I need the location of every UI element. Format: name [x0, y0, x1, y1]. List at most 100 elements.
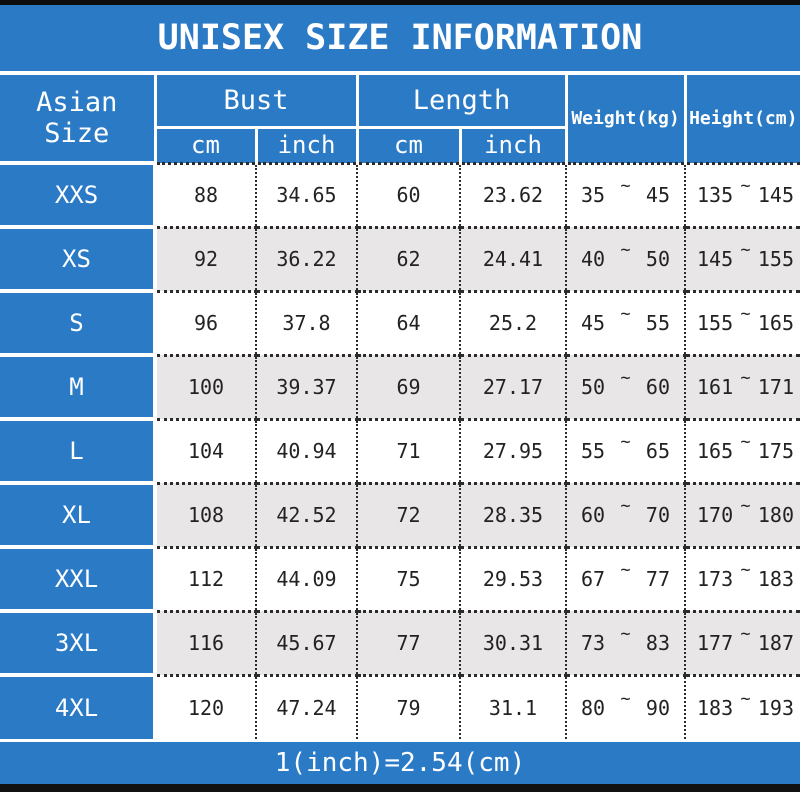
length-inch-cell: 31.1	[458, 673, 568, 739]
weight-range-cell: 35 ~45	[565, 161, 687, 229]
height-range-cell: 135 ~145	[684, 161, 800, 229]
weight-min: 67	[581, 567, 606, 591]
length-cm-cell: 64	[356, 289, 461, 357]
weight-range: 45 ~55	[568, 304, 683, 335]
header-bust: Bust	[155, 75, 359, 129]
table-body: XXS 88 34.65 60 23.62 35 ~45 135 ~145 XS 9…	[0, 161, 800, 739]
length-inch-cell: 23.62	[458, 161, 568, 229]
height-max: 145	[757, 183, 795, 207]
table-row: XS 92 36.22 62 24.41 40 ~50 145 ~155	[0, 225, 800, 293]
height-max: 193	[757, 695, 795, 720]
height-range-cell: 170 ~180	[684, 481, 800, 549]
height-range: 135 ~145	[687, 176, 799, 207]
height-range-cell: 173 ~183	[684, 545, 800, 613]
weight-max: 70	[645, 503, 671, 527]
length-cm-cell: 71	[356, 417, 461, 485]
page-title-text: UNISEX SIZE INFORMATION	[157, 18, 643, 58]
range-tilde: ~	[620, 304, 631, 324]
range-tilde: ~	[740, 240, 751, 260]
length-inch-cell: 27.95	[458, 417, 568, 485]
header-row-sub: cm inch cm inch	[0, 127, 800, 164]
weight-min: 35	[581, 183, 606, 207]
table-row: XXL 112 44.09 75 29.53 67 ~77 173 ~183	[0, 545, 800, 613]
bust-cm-cell: 108	[155, 481, 257, 549]
height-range: 165 ~175	[687, 432, 799, 463]
header-length: Length	[357, 75, 568, 129]
bust-cm-cell: 116	[155, 609, 257, 677]
size-cell: 4XL	[0, 673, 157, 739]
table-row: 4XL 120 47.24 79 31.1 80 ~90 183 ~193	[0, 673, 800, 739]
length-cm-cell: 75	[356, 545, 461, 613]
length-inch-cell: 27.17	[458, 353, 568, 421]
height-range: 183 ~193	[687, 689, 799, 720]
range-tilde: ~	[620, 560, 631, 580]
range-tilde: ~	[740, 624, 751, 644]
weight-range-cell: 55 ~65	[565, 417, 687, 485]
weight-range: 40 ~50	[568, 240, 683, 271]
range-tilde: ~	[740, 688, 751, 709]
height-max: 187	[757, 631, 795, 655]
weight-range: 73 ~83	[568, 624, 683, 655]
range-tilde: ~	[740, 560, 751, 580]
height-range-cell: 145 ~155	[684, 225, 800, 293]
size-cell: M	[0, 353, 157, 421]
length-inch-cell: 29.53	[458, 545, 568, 613]
weight-min: 73	[581, 631, 606, 655]
height-min: 170	[697, 503, 734, 527]
range-tilde: ~	[620, 368, 631, 388]
bust-inch-cell: 36.22	[255, 225, 358, 293]
header-row-top: Asian Size Bust Length Weight(kg) Height…	[0, 75, 800, 164]
height-range-cell: 161 ~171	[684, 353, 800, 421]
height-range: 173 ~183	[687, 560, 799, 591]
page-title: UNISEX SIZE INFORMATION	[0, 5, 800, 75]
header-height: Height(cm)	[685, 75, 800, 164]
weight-min: 80	[581, 695, 606, 720]
header-asian-size: Asian Size	[0, 75, 157, 164]
table-header: Asian Size Bust Length Weight(kg) Height…	[0, 75, 800, 164]
header-bust-inch: inch	[256, 127, 359, 164]
table-row: S 96 37.8 64 25.2 45 ~55 155 ~165	[0, 289, 800, 357]
height-range: 161 ~171	[687, 368, 799, 399]
range-tilde: ~	[740, 368, 751, 388]
table-row: L 104 40.94 71 27.95 55 ~65 165 ~175	[0, 417, 800, 485]
bust-cm-cell: 120	[155, 673, 257, 739]
weight-max: 83	[645, 631, 671, 655]
bust-cm-cell: 104	[155, 417, 257, 485]
range-tilde: ~	[620, 624, 631, 644]
table-row: 3XL 116 45.67 77 30.31 73 ~83 177 ~187	[0, 609, 800, 677]
weight-max: 90	[645, 695, 671, 720]
height-max: 175	[757, 439, 795, 463]
header-length-inch: inch	[460, 127, 568, 164]
weight-range-cell: 60 ~70	[565, 481, 687, 549]
size-cell: XL	[0, 481, 157, 549]
weight-range: 67 ~77	[568, 560, 683, 591]
weight-range: 55 ~65	[568, 432, 683, 463]
size-cell: S	[0, 289, 157, 357]
header-weight: Weight(kg)	[566, 75, 687, 164]
range-tilde: ~	[620, 432, 631, 452]
height-max: 155	[757, 247, 795, 271]
height-range-cell: 165 ~175	[684, 417, 800, 485]
height-range: 155 ~165	[687, 304, 799, 335]
height-range-cell: 183 ~193	[684, 673, 800, 739]
range-tilde: ~	[740, 304, 751, 324]
weight-range: 35 ~45	[568, 176, 683, 207]
range-tilde: ~	[740, 432, 751, 452]
header-bust-cm: cm	[155, 127, 258, 164]
height-min: 177	[697, 631, 734, 655]
length-inch-cell: 24.41	[458, 225, 568, 293]
length-cm-cell: 72	[356, 481, 461, 549]
weight-min: 40	[581, 247, 606, 271]
header-length-cm: cm	[357, 127, 462, 164]
bust-cm-cell: 88	[155, 161, 257, 229]
range-tilde: ~	[740, 176, 751, 196]
weight-max: 60	[645, 375, 671, 399]
bust-cm-cell: 112	[155, 545, 257, 613]
range-tilde: ~	[620, 496, 631, 516]
height-max: 165	[757, 311, 795, 335]
weight-max: 45	[645, 183, 671, 207]
bust-cm-cell: 92	[155, 225, 257, 293]
range-tilde: ~	[620, 176, 631, 196]
bust-inch-cell: 37.8	[255, 289, 358, 357]
